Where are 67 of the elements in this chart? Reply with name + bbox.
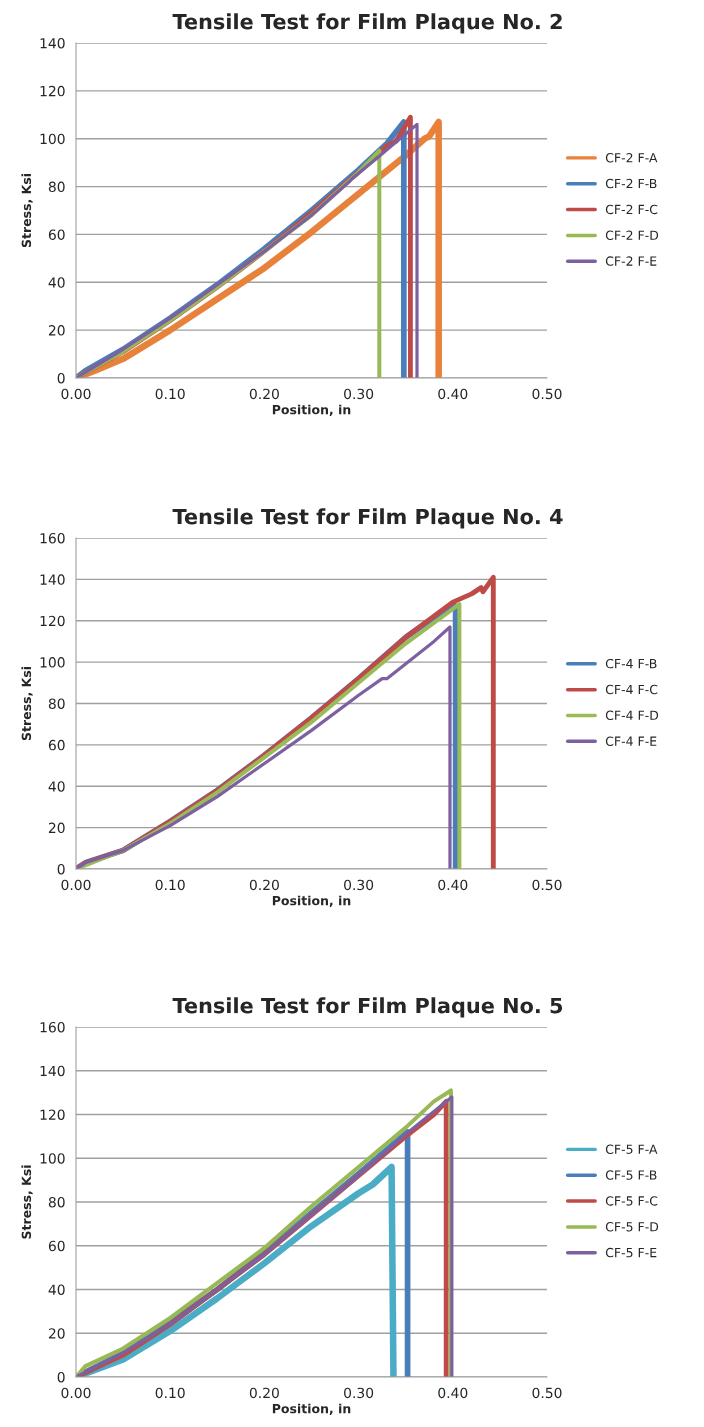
y-tick-label: 140 [40, 37, 65, 49]
legend-label: CF-2 F-B [605, 178, 657, 189]
y-axis-title: Stress, Ksi [21, 174, 33, 248]
legend-label: CF-5 F-E [605, 1247, 657, 1258]
x-tick-label: 0.30 [344, 388, 374, 400]
legend-label: CF-2 F-C [605, 204, 658, 215]
legend-label: CF-4 F-D [605, 710, 659, 721]
y-axis-title: Stress, Ksi [21, 1165, 33, 1239]
x-tick-label: 0.10 [155, 879, 185, 891]
y-tick-label: 120 [40, 85, 65, 97]
x-tick-label: 0.40 [438, 879, 468, 891]
legend-label: CF-4 F-C [605, 684, 658, 695]
y-tick-label: 0 [57, 863, 65, 875]
x-tick-label: 0.30 [344, 879, 374, 891]
legend-label: CF-4 F-E [605, 736, 657, 746]
y-tick-label: 20 [48, 822, 65, 834]
y-tick-label: 60 [48, 1240, 65, 1252]
chart-title: Tensile Test for Film Plaque No. 4 [172, 508, 563, 529]
y-tick-label: 120 [40, 1109, 65, 1120]
legend-label: CF-2 F-A [605, 152, 658, 163]
legend-label: CF-5 F-B [605, 1170, 657, 1180]
y-tick-label: 160 [40, 1021, 65, 1033]
y-tick-label: 20 [48, 325, 65, 336]
x-axis-title: Position, in [272, 404, 351, 416]
x-tick-label: 0.20 [249, 879, 279, 891]
y-tick-label: 100 [40, 657, 65, 668]
y-tick-label: 20 [48, 1328, 65, 1339]
y-tick-label: 0 [57, 1371, 65, 1383]
y-tick-label: 120 [40, 615, 65, 627]
y-tick-label: 40 [48, 781, 65, 792]
x-tick-label: 0.40 [438, 388, 468, 400]
y-tick-label: 160 [40, 532, 65, 544]
x-axis-title: Position, in [272, 895, 351, 907]
y-tick-label: 80 [48, 1196, 65, 1208]
legend-label: CF-5 F-A [605, 1144, 658, 1154]
x-tick-label: 0.00 [61, 1387, 91, 1399]
x-tick-label: 0.50 [532, 879, 562, 891]
x-tick-label: 0.00 [61, 388, 91, 400]
x-tick-label: 0.30 [344, 1387, 374, 1399]
legend-label: CF-4 F-B [605, 658, 657, 669]
x-tick-label: 0.00 [61, 879, 91, 891]
x-tick-label: 0.20 [249, 388, 279, 400]
legend-label: CF-5 F-C [605, 1196, 658, 1206]
x-tick-label: 0.10 [155, 388, 185, 400]
y-tick-label: 40 [48, 1284, 65, 1295]
legend-label: CF-2 F-D [605, 230, 659, 240]
y-tick-label: 100 [40, 1153, 65, 1164]
y-tick-label: 80 [48, 181, 65, 193]
y-axis-title: Stress, Ksi [21, 667, 33, 741]
legend-label: CF-2 F-E [605, 256, 657, 266]
x-tick-label: 0.10 [155, 1387, 185, 1399]
y-tick-label: 60 [48, 229, 65, 240]
x-tick-label: 0.40 [438, 1387, 468, 1399]
x-axis-title: Position, in [272, 1403, 351, 1415]
x-tick-label: 0.20 [249, 1387, 279, 1399]
y-tick-label: 80 [48, 698, 65, 709]
legend-label: CF-5 F-D [605, 1222, 659, 1232]
x-tick-label: 0.50 [532, 1387, 562, 1399]
y-tick-label: 40 [48, 277, 65, 288]
y-tick-label: 0 [57, 372, 65, 384]
y-tick-label: 100 [40, 133, 65, 145]
chart-title: Tensile Test for Film Plaque No. 5 [172, 997, 563, 1018]
y-tick-label: 140 [40, 1065, 65, 1077]
y-tick-label: 60 [48, 739, 65, 751]
x-tick-label: 0.50 [532, 388, 562, 400]
y-tick-label: 140 [40, 574, 65, 585]
chart-title: Tensile Test for Film Plaque No. 2 [172, 13, 562, 34]
